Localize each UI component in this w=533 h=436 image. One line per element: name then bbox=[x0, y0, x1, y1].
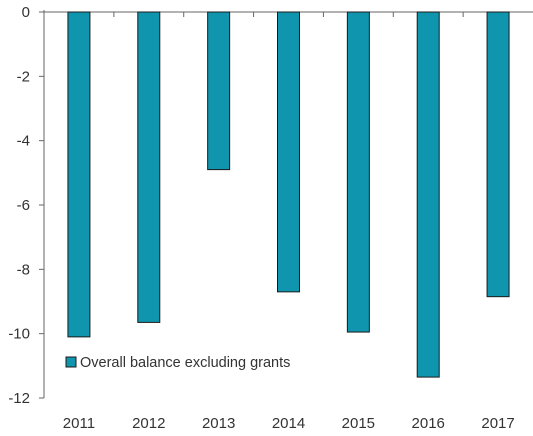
bar-2014 bbox=[277, 11, 300, 293]
y-tick-label: -12 bbox=[8, 390, 30, 407]
y-tick-label: -4 bbox=[17, 133, 30, 150]
bar-2013 bbox=[207, 11, 231, 171]
legend-swatch bbox=[65, 356, 77, 368]
axes-layer bbox=[39, 10, 533, 399]
x-tick-label: 2013 bbox=[202, 415, 235, 432]
x-tick-label: 2017 bbox=[481, 415, 514, 432]
y-tick-label: 0 bbox=[22, 4, 30, 21]
bars-layer bbox=[67, 11, 510, 378]
labels-layer: 0 -2 -4 -6 -8 -10 -12 2011 2012 2013 2014 2015 2016 2… bbox=[8, 4, 514, 432]
bar-2015 bbox=[346, 11, 370, 333]
y-tick-label: -2 bbox=[17, 68, 30, 85]
x-tick-label: 2015 bbox=[342, 415, 375, 432]
x-tick-label: 2011 bbox=[63, 415, 95, 432]
bar-2011 bbox=[67, 11, 91, 338]
x-tick-label: 2014 bbox=[272, 415, 305, 432]
x-tick-label: 2016 bbox=[412, 415, 445, 432]
y-tick-label: -6 bbox=[17, 197, 30, 214]
x-tick-label: 2012 bbox=[132, 415, 165, 432]
y-tick-label: -10 bbox=[8, 326, 30, 343]
legend-label: Overall balance excluding grants bbox=[80, 355, 290, 371]
bar-2012 bbox=[137, 11, 161, 323]
y-tick-label: -8 bbox=[17, 261, 30, 278]
bar-2016 bbox=[416, 11, 440, 378]
legend: Overall balance excluding grants bbox=[65, 355, 290, 371]
bar-2017 bbox=[486, 11, 510, 298]
